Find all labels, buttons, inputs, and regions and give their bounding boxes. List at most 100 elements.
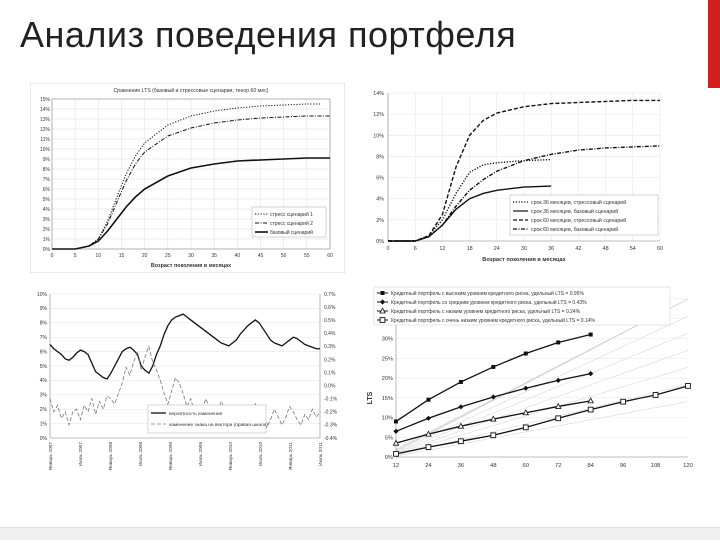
series-line-3 <box>388 99 660 242</box>
guide-line <box>395 367 689 455</box>
data-point-4 <box>490 432 497 439</box>
x-tick-label: 24 <box>425 463 432 469</box>
x-tick-label: Январь 2009 <box>168 442 174 471</box>
x-tick-label: 25 <box>165 253 171 259</box>
legend-label: срок 36 месяцев, базовый сценарий <box>531 208 618 215</box>
series-line-1 <box>49 313 320 380</box>
x-tick-label: 0 <box>51 253 54 259</box>
series-line-4 <box>388 145 661 242</box>
y-tick-label: 10% <box>373 133 384 139</box>
data-point-3 <box>554 402 562 409</box>
data-point-4 <box>458 438 464 445</box>
y-tick-label: 9% <box>40 306 48 312</box>
data-point-4 <box>393 450 399 457</box>
y-tick-label: 7% <box>43 177 51 183</box>
y-tick-label: 5% <box>385 435 393 441</box>
x-tick-label: 96 <box>620 463 626 469</box>
legend-label: Кредитный портфель с высоким уровнем кре… <box>391 290 584 297</box>
legend-label: вероятность изменения <box>169 412 223 417</box>
legend-label: Кредитный портфель со средним уровнем кр… <box>391 299 587 306</box>
x-tick-label: 108 <box>651 463 661 469</box>
data-point-4 <box>685 383 691 389</box>
legend-label: стресс сценарий 1 <box>270 211 313 218</box>
x-tick-label: 30 <box>521 246 527 252</box>
y-tick-label: 2% <box>376 218 384 224</box>
y2-tick-label: -0.2% <box>324 410 338 416</box>
y2-tick-label: 0.0% <box>324 383 336 389</box>
x-tick-label: 42 <box>575 246 581 252</box>
x-tick-label: 36 <box>548 246 554 252</box>
data-point-2 <box>379 299 386 305</box>
legend-label: базовый сценарий <box>270 229 313 236</box>
y-tick-label: 3% <box>40 393 48 399</box>
x-tick-label: 72 <box>555 463 561 469</box>
data-point-1 <box>556 340 561 345</box>
x-tick-label: 40 <box>235 253 241 259</box>
y-tick-label: 8% <box>43 167 51 173</box>
y-tick-label: 6% <box>40 349 48 355</box>
y2-tick-label: 0.7% <box>324 292 336 298</box>
data-point-4 <box>652 392 659 398</box>
x-axis-label: Возраст поколения в месяцах <box>482 257 566 263</box>
x-tick-label: 54 <box>630 246 636 252</box>
data-point-1 <box>394 419 398 424</box>
data-point-3 <box>392 439 400 446</box>
x-tick-label: Январь 2007 <box>48 442 54 471</box>
data-point-2 <box>555 377 561 383</box>
x-tick-label: 48 <box>490 463 496 469</box>
x-tick-label: 120 <box>683 463 693 469</box>
legend-label: срок 60 месяцев, базовый сценарий <box>531 226 618 233</box>
data-point-1 <box>380 291 385 295</box>
x-tick-label: Июль 2007 <box>78 442 84 467</box>
data-point-3 <box>490 415 497 422</box>
y-tick-label: 6% <box>43 187 51 193</box>
y2-tick-label: 0.2% <box>324 357 336 363</box>
x-tick-label: 0 <box>387 246 390 252</box>
x-tick-label: 24 <box>494 246 500 252</box>
y-tick-label: 14% <box>40 107 51 113</box>
data-point-3 <box>425 430 432 437</box>
x-tick-label: 20 <box>142 253 148 259</box>
y2-tick-label: 0.3% <box>324 344 336 350</box>
legend-label: изменение знака на вектора (правая шкала… <box>169 422 268 428</box>
y-tick-label: 13% <box>40 117 51 123</box>
guide-line <box>395 401 689 457</box>
legend-label: стресс сценарий 2 <box>270 220 313 227</box>
data-point-3 <box>587 397 594 404</box>
legend-box <box>147 404 267 434</box>
data-point-4 <box>379 317 386 323</box>
y-tick-label: 12% <box>373 112 384 118</box>
y-tick-label: 2% <box>40 407 48 413</box>
y-tick-label: 10% <box>37 292 48 298</box>
x-tick-label: 50 <box>281 253 287 259</box>
y-tick-label: 25% <box>382 356 393 362</box>
data-point-2 <box>393 428 399 434</box>
x-tick-label: 5 <box>74 253 77 259</box>
data-point-2 <box>458 404 464 410</box>
legend-label: Кредитный портфель с низким уровнем кред… <box>391 308 581 315</box>
y-tick-label: 8% <box>376 154 384 160</box>
data-point-3 <box>457 422 465 429</box>
y-tick-label: 6% <box>376 176 384 182</box>
x-tick-label: Январь 2010 <box>228 442 234 471</box>
y2-tick-label: 0.1% <box>324 370 336 376</box>
y-tick-label: 5% <box>40 364 48 370</box>
series-line-2 <box>49 344 321 429</box>
y2-tick-label: -0.4% <box>324 436 338 442</box>
y-tick-label: 4% <box>43 207 51 213</box>
data-point-2 <box>588 371 594 377</box>
y-tick-label: 2% <box>43 227 51 233</box>
x-tick-label: Июль 2010 <box>258 442 264 467</box>
y2-tick-label: -0.1% <box>324 397 338 403</box>
y-tick-label: 11% <box>40 137 50 143</box>
x-tick-label: Январь 2011 <box>288 442 294 470</box>
x-tick-label: 60 <box>523 463 529 469</box>
footer-bar <box>0 527 720 540</box>
x-tick-label: Июль 2011 <box>318 442 324 466</box>
y-tick-label: 0% <box>385 455 393 461</box>
x-tick-label: 35 <box>211 253 217 259</box>
x-tick-label: Июль 2008 <box>138 442 144 467</box>
series-line-2 <box>52 115 330 250</box>
series-line-3 <box>52 157 330 250</box>
y-tick-label: 7% <box>40 335 48 341</box>
